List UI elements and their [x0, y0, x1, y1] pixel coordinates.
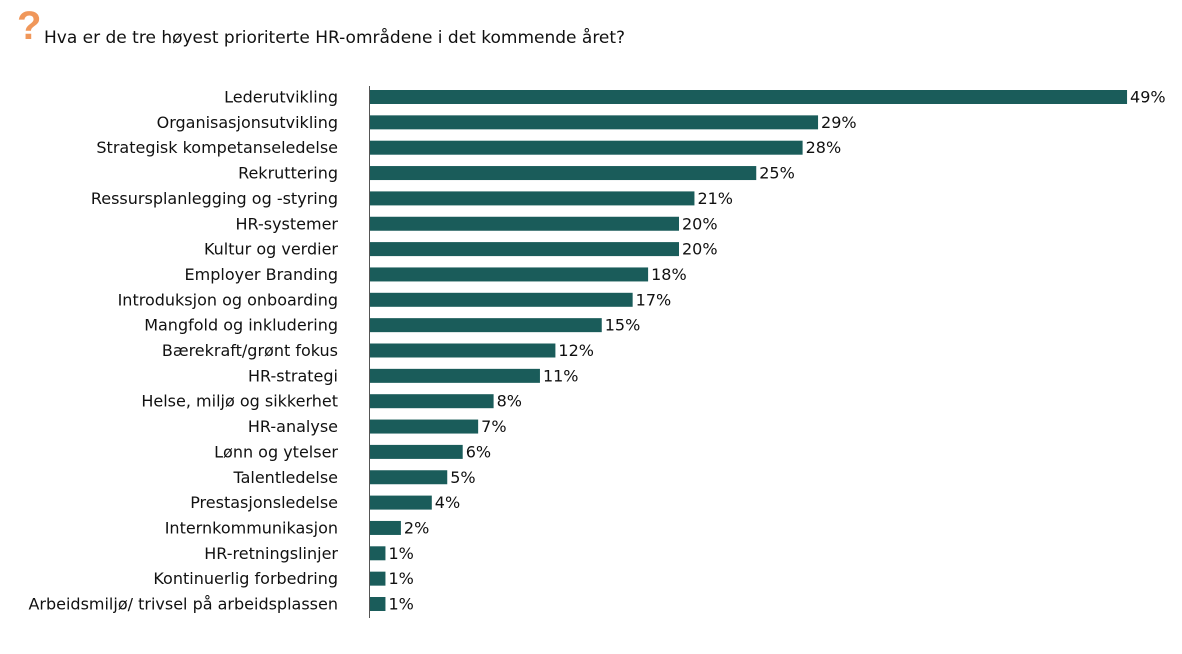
data-label: 29%	[821, 113, 857, 132]
category-label: HR-systemer	[235, 214, 338, 233]
category-label: Mangfold og inkludering	[144, 316, 338, 335]
category-label: HR-retningslinjer	[204, 544, 338, 563]
data-label: 15%	[605, 316, 641, 335]
bar	[370, 394, 494, 409]
data-label: 12%	[558, 341, 594, 360]
bar	[370, 597, 386, 611]
data-label: 6%	[466, 442, 491, 461]
question-mark-icon: ?	[17, 4, 42, 48]
category-label: Lønn og ytelser	[214, 442, 338, 461]
category-label: Introduksjon og onboarding	[118, 290, 338, 309]
category-label: Prestasjonsledelse	[190, 493, 338, 512]
bar	[370, 191, 695, 206]
bar	[370, 140, 803, 155]
bar	[370, 368, 540, 383]
bar	[370, 115, 819, 130]
category-label: Lederutvikling	[224, 88, 338, 107]
data-label: 1%	[388, 544, 413, 563]
data-label: 28%	[806, 138, 842, 157]
bar	[370, 90, 1128, 104]
bar	[370, 318, 602, 333]
chart-title: Hva er de tre høyest prioriterte HR-områ…	[44, 28, 626, 48]
data-label: 4%	[435, 493, 460, 512]
bar	[370, 343, 556, 358]
data-label: 20%	[682, 240, 718, 259]
data-label: 18%	[651, 265, 687, 284]
category-label: Ressursplanlegging og -styring	[91, 189, 338, 208]
data-label: 1%	[388, 569, 413, 588]
bar	[370, 470, 448, 485]
category-label: Arbeidsmiljø/ trivsel på arbeidsplassen	[28, 595, 338, 614]
category-label: Kultur og verdier	[204, 240, 338, 259]
category-label: Bærekraft/grønt fokus	[162, 341, 338, 360]
category-label: Rekruttering	[238, 164, 338, 183]
data-label: 5%	[450, 468, 475, 487]
bar	[370, 495, 432, 510]
data-label: 1%	[388, 595, 413, 614]
data-label: 11%	[543, 366, 579, 385]
category-label: HR-analyse	[248, 417, 338, 436]
data-label: 49%	[1130, 88, 1166, 107]
category-label: HR-strategi	[248, 366, 338, 385]
data-label: 8%	[497, 392, 522, 411]
bar	[370, 444, 463, 459]
bar	[370, 520, 401, 535]
bar	[370, 166, 757, 181]
bar	[370, 571, 386, 586]
category-label: Internkommunikasjon	[165, 518, 338, 537]
data-label: 2%	[404, 518, 429, 537]
category-label: Employer Branding	[185, 265, 338, 284]
category-label: Organisasjonsutvikling	[157, 113, 338, 132]
bar	[370, 292, 633, 307]
category-label: Kontinuerlig forbedring	[153, 569, 338, 588]
bar	[370, 242, 679, 257]
bar	[370, 216, 679, 231]
data-label: 25%	[759, 164, 795, 183]
data-label: 21%	[697, 189, 733, 208]
data-label: 7%	[481, 417, 506, 436]
bar	[370, 267, 649, 282]
data-label: 20%	[682, 214, 718, 233]
bar	[370, 419, 479, 434]
data-label: 17%	[636, 290, 672, 309]
category-label: Talentledelse	[232, 468, 338, 487]
category-label: Strategisk kompetanseledelse	[96, 138, 338, 157]
bar	[370, 546, 386, 561]
category-label: Helse, miljø og sikkerhet	[141, 392, 338, 411]
